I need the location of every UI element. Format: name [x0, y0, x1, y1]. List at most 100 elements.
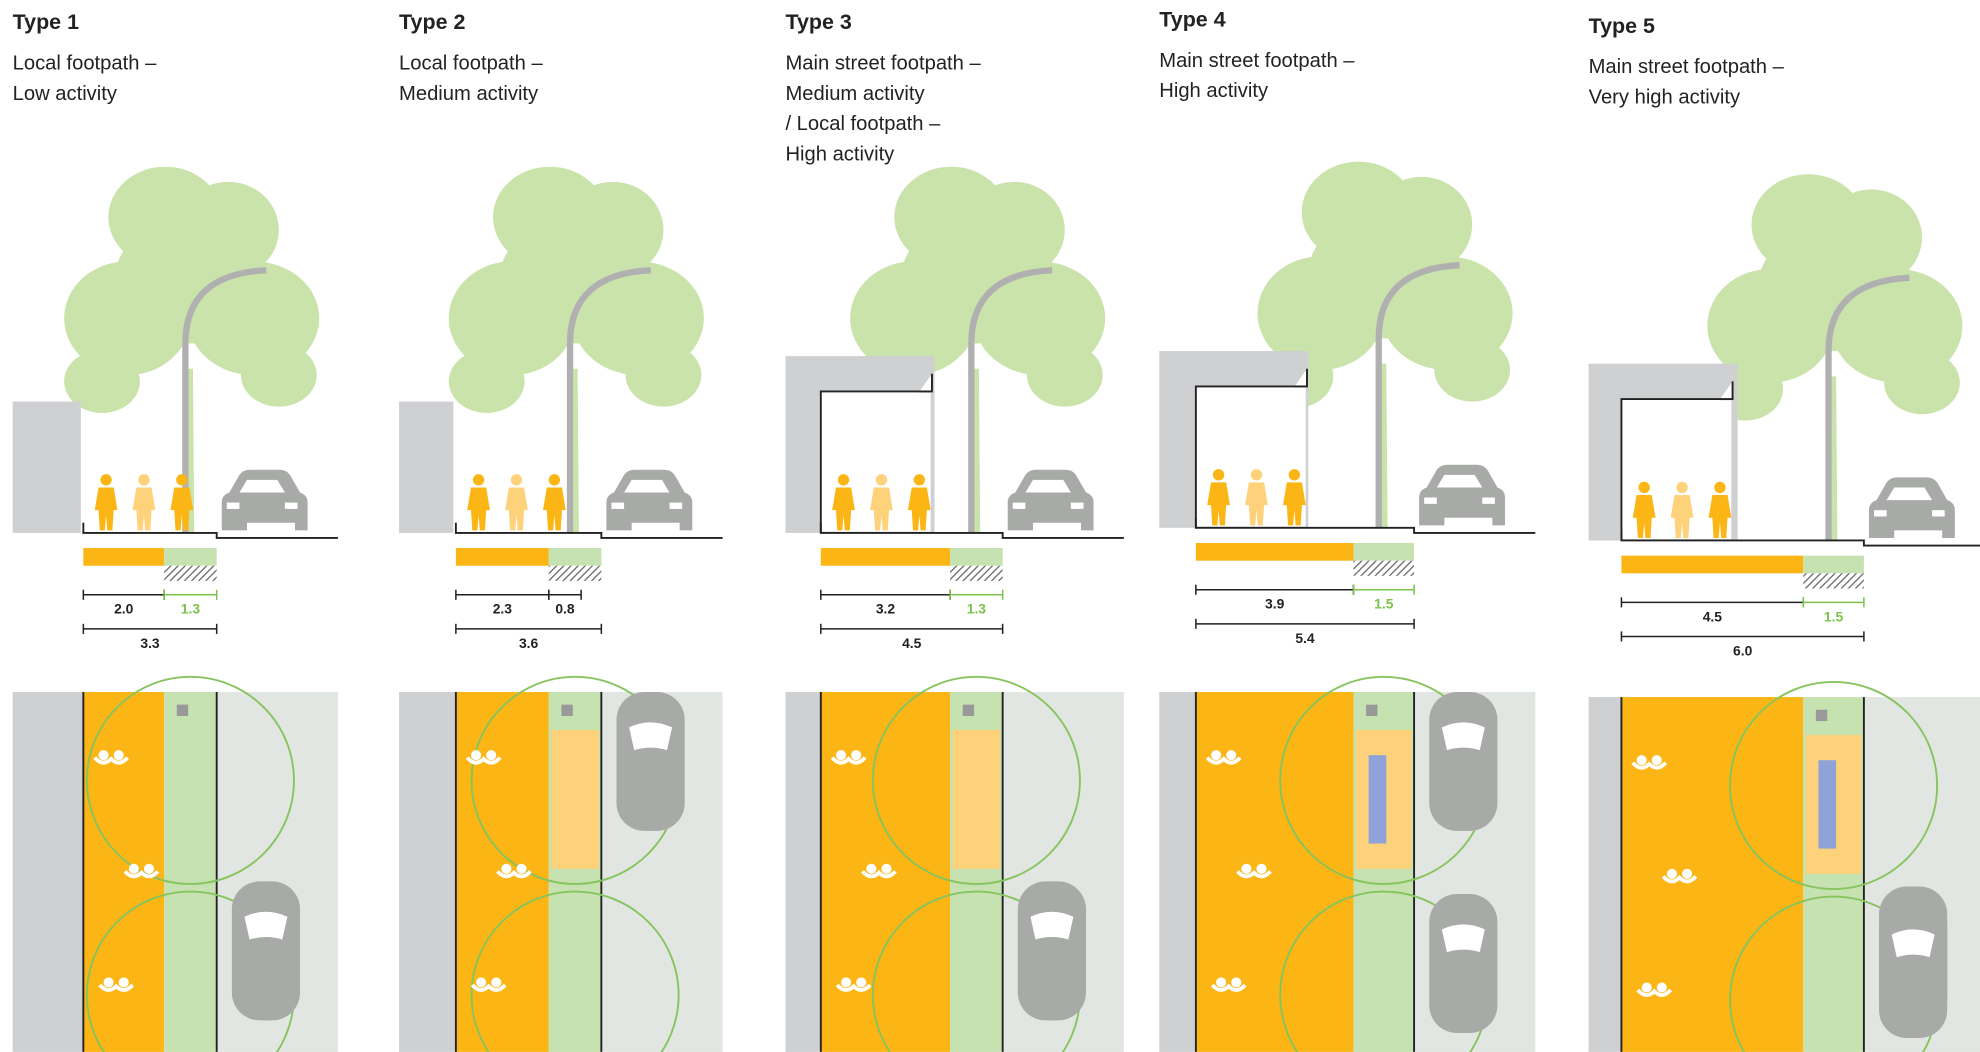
person-head [1288, 469, 1301, 481]
berm-bar [1353, 543, 1415, 561]
plan-person [113, 750, 124, 761]
person-head [875, 474, 888, 486]
plan-person [1676, 875, 1698, 884]
person-body [1670, 495, 1694, 538]
plan-person [881, 863, 892, 874]
type-column: Type 1 Local footpath – Low activity 2.0 1.3… [12, 10, 338, 1052]
person-head [837, 474, 850, 486]
person-body [94, 487, 118, 531]
plan-person [486, 750, 497, 761]
footpath-bar [83, 548, 165, 566]
street-light [182, 267, 267, 533]
car-light [1932, 510, 1945, 517]
plan-person [491, 977, 502, 988]
plan-tree-canopy [470, 890, 680, 1052]
plan-building [1159, 692, 1196, 1052]
plan-car [616, 692, 685, 831]
plan-berm [164, 692, 217, 1052]
street-light [968, 267, 1053, 533]
tree-canopy [1820, 189, 1922, 286]
plan-car-window [1441, 924, 1485, 953]
person-body [832, 487, 855, 531]
plan-person [98, 750, 109, 761]
plan-car-window [1030, 911, 1074, 940]
ground-line [1620, 530, 1980, 547]
tree-canopy [448, 349, 525, 413]
footpath-bar [455, 548, 549, 566]
type-column: Type 4 Main street footpath – High activit… [1159, 8, 1536, 1052]
type-description: Very high activity [1589, 87, 1741, 109]
type-description: Main street footpath – [1159, 50, 1355, 72]
plan-person [476, 977, 487, 988]
type-title: Type 5 [1589, 14, 1655, 38]
tree-canopy [1884, 351, 1960, 415]
car [1007, 469, 1094, 531]
street-light [1825, 274, 1910, 541]
plan-person [501, 863, 512, 874]
plan-person [1646, 761, 1668, 770]
type-description: Local footpath – [13, 52, 157, 74]
person-body [1283, 482, 1306, 526]
plan-car [1429, 894, 1498, 1033]
plan-post [962, 704, 975, 717]
footpath-bar [820, 548, 951, 566]
berm-width: 1.5 [1824, 608, 1844, 624]
person-head [510, 474, 523, 486]
plan-person [841, 977, 852, 988]
berm-hatch [950, 565, 1003, 581]
plan-person [480, 756, 502, 765]
berm-width: 1.3 [967, 601, 987, 617]
tree-canopy [1257, 256, 1384, 371]
plan-post [561, 704, 573, 717]
plan-footpath [1195, 692, 1354, 1052]
plan-person [1251, 870, 1272, 879]
person-body [132, 487, 156, 531]
person-head [913, 474, 926, 486]
total-width: 6.0 [1733, 642, 1753, 658]
berm-hatch [1353, 560, 1415, 576]
plan-person [516, 863, 527, 874]
plan-building [12, 692, 84, 1052]
tree-canopy [64, 261, 191, 376]
berm-bar [1803, 555, 1864, 574]
tree-canopy [625, 343, 702, 407]
building [399, 401, 454, 533]
type-title: Type 2 [399, 10, 465, 34]
tree-canopy [850, 261, 977, 376]
building [12, 401, 81, 533]
plan-person [113, 983, 135, 992]
plan-person [1641, 982, 1652, 993]
plan-person [851, 750, 862, 761]
plan-person [1666, 868, 1677, 879]
berm-bar [950, 548, 1003, 566]
tree-trunk [972, 368, 981, 533]
footpath-width: 4.5 [1703, 608, 1723, 624]
berm-width: 0.8 [555, 601, 575, 617]
car [606, 469, 693, 531]
car-light [226, 502, 240, 509]
type-title: Type 1 [13, 10, 79, 34]
plan-person [835, 750, 847, 761]
plan-footpath [1621, 697, 1804, 1052]
tree-canopy [1707, 268, 1834, 383]
car-window [239, 479, 285, 493]
plan-post [176, 704, 189, 717]
ground-line [454, 522, 723, 539]
car [1419, 464, 1506, 526]
car-light [1873, 510, 1887, 517]
plan-person [143, 863, 155, 874]
footpath-bar [1621, 555, 1804, 574]
plan-person [1211, 750, 1222, 761]
car-window [1025, 479, 1071, 493]
plan-person [1226, 983, 1247, 992]
person-body [467, 487, 490, 531]
tree-canopy [448, 261, 576, 376]
plan-car-window [629, 722, 673, 751]
plan-car [231, 881, 301, 1021]
total-width: 3.6 [519, 635, 539, 651]
tree-canopy [177, 181, 279, 278]
plan-tree-canopy [85, 675, 295, 885]
car-light [611, 502, 625, 509]
footpath-width: 2.0 [114, 601, 134, 617]
